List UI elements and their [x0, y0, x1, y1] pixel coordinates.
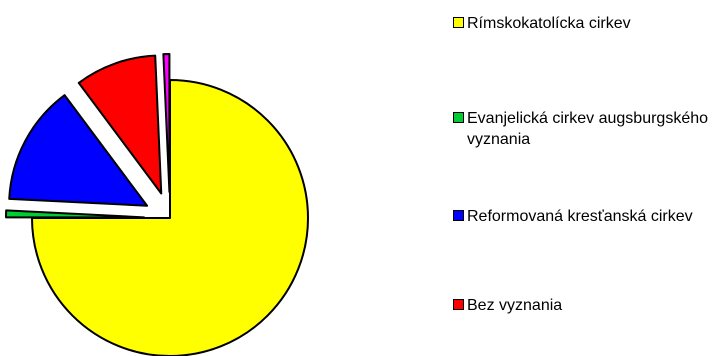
legend-label-reformovana: Reformovaná kresťanská cirkev	[467, 208, 693, 225]
pie-slice-other	[162, 53, 171, 194]
legend-item-rimskokatolicka: Rímskokatolícka cirkev	[453, 13, 709, 34]
legend-swatch-rimskokatolicka	[453, 17, 464, 28]
pie-slice-rimskokatolicka	[31, 79, 309, 356]
pie-slice-evanjelicka	[5, 209, 146, 219]
pie-slice-reformovana	[8, 94, 149, 207]
legend-label-bez-vyznania: Bez vyznania	[467, 297, 563, 314]
legend-swatch-reformovana	[453, 210, 464, 221]
legend-swatch-evanjelicka	[453, 112, 464, 123]
legend-label-rimskokatolicka: Rímskokatolícka cirkev	[467, 15, 631, 32]
legend-swatch-bez-vyznania	[453, 299, 464, 310]
legend-item-bez-vyznania: Bez vyznania	[453, 295, 709, 316]
legend-item-evanjelicka: Evanjelická cirkev augsburgského vyznani…	[453, 108, 709, 150]
legend-label-evanjelicka: Evanjelická cirkev augsburgského vyznani…	[467, 110, 709, 148]
pie-slice-bez-vyznania	[77, 54, 163, 195]
legend-item-reformovana: Reformovaná kresťanská cirkev	[453, 206, 709, 227]
